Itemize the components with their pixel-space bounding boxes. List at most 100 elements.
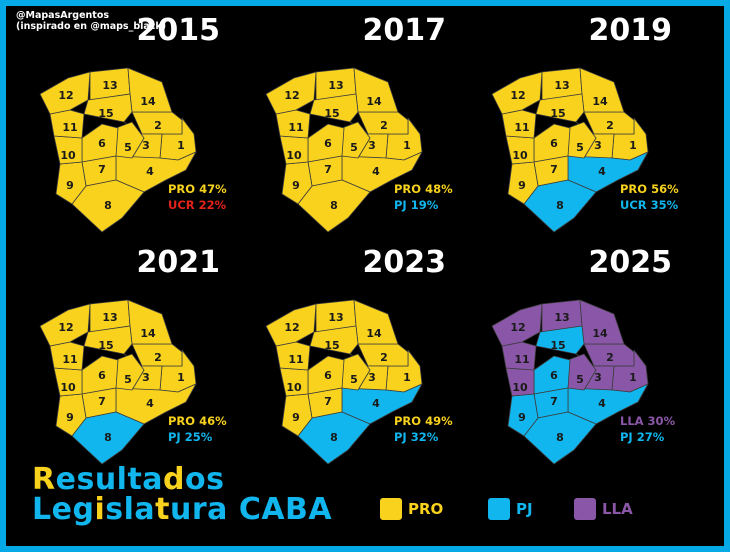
result-line-2: UCR 35% bbox=[620, 198, 679, 212]
commune-label-13: 13 bbox=[554, 79, 569, 92]
commune-14 bbox=[127, 299, 173, 345]
commune-label-15: 15 bbox=[324, 107, 339, 120]
commune-label-14: 14 bbox=[140, 327, 156, 340]
commune-label-14: 14 bbox=[140, 95, 156, 108]
commune-label-11: 11 bbox=[288, 121, 303, 134]
commune-label-4: 4 bbox=[372, 397, 380, 410]
title-segment: os bbox=[185, 462, 225, 497]
title-segment: R bbox=[32, 462, 56, 497]
commune-label-1: 1 bbox=[629, 371, 637, 384]
legend-swatch bbox=[380, 498, 402, 520]
title-segment: t bbox=[155, 492, 170, 527]
commune-label-3: 3 bbox=[142, 139, 150, 152]
commune-label-15: 15 bbox=[324, 339, 339, 352]
map-panel-2017: 2017 1 2 3 4 5 6 7 8 9 10 11 12 13 14 15 PRO 48% PJ 19… bbox=[232, 10, 468, 248]
commune-label-5: 5 bbox=[576, 373, 584, 386]
title-line-2: Legislatura CABA bbox=[32, 494, 332, 526]
commune-label-15: 15 bbox=[550, 107, 565, 120]
commune-label-14: 14 bbox=[366, 327, 382, 340]
commune-label-1: 1 bbox=[403, 139, 411, 152]
commune-label-15: 15 bbox=[550, 339, 565, 352]
commune-label-10: 10 bbox=[286, 149, 302, 162]
commune-label-3: 3 bbox=[368, 371, 376, 384]
commune-label-9: 9 bbox=[292, 179, 300, 192]
title-segment: d bbox=[163, 462, 186, 497]
commune-15 bbox=[309, 325, 359, 355]
legend-swatch bbox=[574, 498, 596, 520]
commune-label-10: 10 bbox=[60, 381, 76, 394]
commune-label-1: 1 bbox=[403, 371, 411, 384]
map-panel-2025: 2025 1 2 3 4 5 6 7 8 9 10 11 12 13 14 15 LLA 30% PJ 27… bbox=[458, 242, 694, 480]
commune-label-14: 14 bbox=[592, 95, 608, 108]
infographic: @MapasArgentos (inspirado en @maps_black… bbox=[6, 6, 724, 546]
credit-handle: @MapasArgentos bbox=[16, 10, 109, 21]
commune-label-5: 5 bbox=[124, 373, 132, 386]
commune-label-10: 10 bbox=[60, 149, 76, 162]
commune-label-4: 4 bbox=[598, 397, 606, 410]
commune-label-2: 2 bbox=[154, 119, 162, 132]
commune-label-7: 7 bbox=[550, 163, 558, 176]
commune-label-8: 8 bbox=[330, 199, 338, 212]
credit-inspiration: (inspirado en @maps_black) bbox=[16, 21, 167, 32]
commune-label-15: 15 bbox=[98, 107, 113, 120]
commune-label-10: 10 bbox=[512, 149, 528, 162]
result-line-1: PRO 56% bbox=[620, 182, 679, 196]
commune-label-5: 5 bbox=[124, 141, 132, 154]
commune-label-11: 11 bbox=[514, 121, 529, 134]
result-line-1: PRO 46% bbox=[168, 414, 227, 428]
legend-label: LLA bbox=[602, 500, 633, 518]
commune-label-1: 1 bbox=[177, 139, 185, 152]
commune-label-13: 13 bbox=[102, 79, 117, 92]
year-label: 2019 bbox=[588, 13, 673, 48]
commune-15 bbox=[309, 93, 359, 123]
commune-label-3: 3 bbox=[594, 139, 602, 152]
commune-label-6: 6 bbox=[550, 137, 558, 150]
commune-label-7: 7 bbox=[98, 163, 106, 176]
year-label: 2015 bbox=[136, 13, 221, 48]
communes bbox=[39, 299, 197, 465]
map-panel-2015: 2015 1 2 3 4 5 6 7 8 9 10 11 12 13 14 15 PRO 47% UCR 2… bbox=[6, 10, 242, 248]
commune-15 bbox=[535, 325, 585, 355]
commune-label-3: 3 bbox=[594, 371, 602, 384]
year-label: 2017 bbox=[362, 13, 447, 48]
commune-label-11: 11 bbox=[514, 353, 529, 366]
commune-label-1: 1 bbox=[177, 371, 185, 384]
title-line-1: Resultados bbox=[32, 464, 225, 496]
commune-label-2: 2 bbox=[606, 351, 614, 364]
commune-label-3: 3 bbox=[142, 371, 150, 384]
legend-label: PJ bbox=[516, 500, 533, 518]
title-segment: ra bbox=[191, 492, 239, 527]
commune-label-12: 12 bbox=[284, 89, 299, 102]
commune-label-13: 13 bbox=[328, 79, 343, 92]
commune-label-6: 6 bbox=[324, 369, 332, 382]
commune-label-12: 12 bbox=[58, 89, 73, 102]
commune-label-3: 3 bbox=[368, 139, 376, 152]
result-line-2: PJ 25% bbox=[168, 430, 213, 444]
commune-label-11: 11 bbox=[62, 121, 77, 134]
commune-label-4: 4 bbox=[146, 397, 154, 410]
legend-label: PRO bbox=[408, 500, 444, 518]
commune-label-7: 7 bbox=[98, 395, 106, 408]
commune-label-2: 2 bbox=[380, 351, 388, 364]
commune-label-8: 8 bbox=[556, 199, 564, 212]
result-line-2: PJ 19% bbox=[394, 198, 439, 212]
commune-label-5: 5 bbox=[576, 141, 584, 154]
commune-label-14: 14 bbox=[366, 95, 382, 108]
commune-15 bbox=[535, 93, 585, 123]
commune-label-8: 8 bbox=[556, 431, 564, 444]
title-segment: esulta bbox=[55, 462, 164, 497]
year-label: 2023 bbox=[362, 245, 447, 280]
commune-label-1: 1 bbox=[629, 139, 637, 152]
year-label: 2021 bbox=[136, 245, 221, 280]
commune-14 bbox=[127, 67, 173, 113]
commune-label-4: 4 bbox=[372, 165, 380, 178]
commune-label-8: 8 bbox=[104, 199, 112, 212]
commune-15 bbox=[83, 93, 133, 123]
commune-label-14: 14 bbox=[592, 327, 608, 340]
commune-label-12: 12 bbox=[58, 321, 73, 334]
title-segment: Leg bbox=[32, 492, 95, 527]
